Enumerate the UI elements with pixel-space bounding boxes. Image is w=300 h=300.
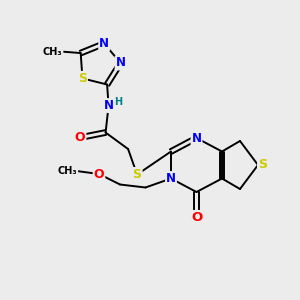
Text: N: N <box>103 99 114 112</box>
Text: O: O <box>75 130 86 143</box>
Text: CH₃: CH₃ <box>58 166 77 176</box>
Text: N: N <box>116 56 125 70</box>
Text: N: N <box>166 172 176 185</box>
Text: N: N <box>191 131 202 145</box>
Text: O: O <box>94 167 104 181</box>
Text: S: S <box>258 158 267 172</box>
Text: H: H <box>114 97 122 107</box>
Text: N: N <box>99 37 109 50</box>
Text: S: S <box>133 168 142 181</box>
Text: S: S <box>78 72 87 85</box>
Text: O: O <box>191 211 202 224</box>
Text: CH₃: CH₃ <box>43 46 63 57</box>
